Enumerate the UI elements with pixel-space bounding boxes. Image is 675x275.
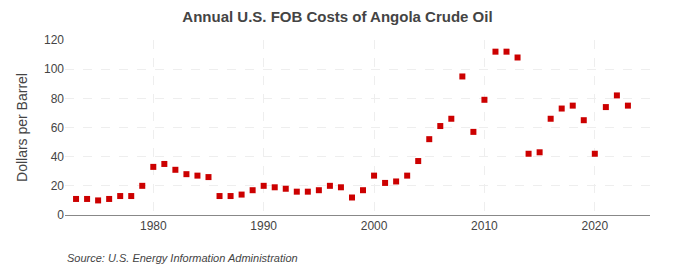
svg-text:40: 40 <box>51 150 65 164</box>
svg-text:2020: 2020 <box>581 219 608 233</box>
svg-text:2010: 2010 <box>471 219 498 233</box>
svg-text:Source: U.S. Energy Informatio: Source: U.S. Energy Information Administ… <box>67 252 298 264</box>
svg-text:60: 60 <box>51 121 65 135</box>
svg-text:80: 80 <box>51 92 65 106</box>
svg-text:1980: 1980 <box>140 219 167 233</box>
svg-text:0: 0 <box>57 208 64 222</box>
svg-text:120: 120 <box>44 33 64 47</box>
svg-text:Dollars per Barrel: Dollars per Barrel <box>14 73 30 182</box>
svg-text:20: 20 <box>51 179 65 193</box>
svg-text:1990: 1990 <box>250 219 277 233</box>
svg-text:100: 100 <box>44 62 64 76</box>
svg-text:2000: 2000 <box>361 219 388 233</box>
svg-text:Annual U.S. FOB Costs of Angol: Annual U.S. FOB Costs of Angola Crude Oi… <box>182 8 492 25</box>
